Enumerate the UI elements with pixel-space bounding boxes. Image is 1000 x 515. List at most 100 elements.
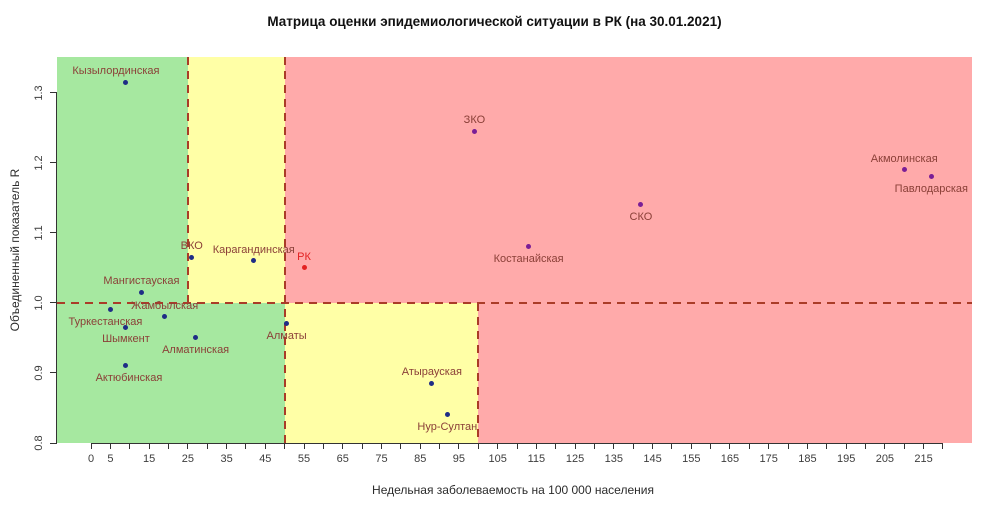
x-tick-label: 155 bbox=[682, 453, 701, 465]
x-tick bbox=[748, 443, 750, 449]
data-point bbox=[928, 174, 934, 180]
x-tick bbox=[865, 443, 866, 449]
x-tick bbox=[923, 443, 925, 449]
point-label: Кызылординская bbox=[72, 65, 160, 78]
data-point bbox=[284, 321, 290, 327]
x-tick bbox=[690, 443, 692, 449]
x-tick bbox=[555, 443, 557, 449]
x-tick-label: 45 bbox=[259, 453, 272, 465]
x-tick-label: 95 bbox=[452, 453, 466, 465]
y-tick-label: 0.9 bbox=[33, 365, 45, 381]
chart-title: Матрица оценки эпидемиологической ситуац… bbox=[267, 14, 722, 29]
x-tick-label: 135 bbox=[604, 453, 623, 465]
x-tick bbox=[632, 443, 634, 449]
x-tick bbox=[884, 443, 886, 449]
point-label: Жамбылская bbox=[131, 299, 199, 312]
point-label: РК bbox=[297, 250, 311, 263]
data-point bbox=[123, 324, 129, 330]
x-tick bbox=[245, 443, 247, 449]
x-tick bbox=[845, 443, 847, 449]
y-tick-label: 1.2 bbox=[33, 155, 45, 171]
x-tick bbox=[710, 443, 712, 449]
y-tick-label: 1.1 bbox=[33, 225, 45, 241]
y-tick bbox=[50, 442, 57, 444]
x-tick-label: 195 bbox=[836, 453, 856, 465]
point-label: СКО bbox=[629, 210, 653, 223]
zone-upper-green bbox=[57, 57, 188, 303]
data-point bbox=[193, 335, 199, 341]
x-tick-label: 185 bbox=[798, 453, 817, 465]
zone-lower-yellow bbox=[284, 302, 479, 443]
x-tick bbox=[806, 443, 808, 449]
point-label: Туркестанская bbox=[68, 315, 143, 328]
point-label: Атырауская bbox=[401, 366, 462, 379]
x-tick bbox=[477, 443, 479, 449]
y-axis-label: Объединенный показатель R bbox=[8, 168, 22, 332]
x-tick bbox=[903, 443, 905, 449]
x-tick-label: 145 bbox=[643, 453, 662, 465]
y-tick-label: 1.3 bbox=[33, 85, 45, 101]
x-tick bbox=[458, 443, 460, 449]
x-tick bbox=[593, 443, 595, 449]
x-tick-label: 175 bbox=[759, 453, 778, 465]
x-tick-label: 25 bbox=[181, 453, 194, 465]
x-tick bbox=[361, 443, 363, 449]
data-point bbox=[251, 258, 257, 264]
x-tick bbox=[342, 443, 344, 449]
point-label: Павлодарская bbox=[894, 182, 968, 195]
x-tick bbox=[942, 443, 944, 449]
x-tick bbox=[768, 443, 770, 449]
x-tick-label: 125 bbox=[565, 453, 585, 465]
y-tick bbox=[50, 232, 57, 234]
y-axis-line bbox=[56, 92, 58, 443]
x-tick bbox=[322, 443, 324, 449]
data-point bbox=[123, 79, 129, 85]
x-tick bbox=[264, 443, 266, 449]
x-tick-label: 115 bbox=[527, 453, 546, 465]
threshold-line-full-50 bbox=[283, 57, 286, 443]
data-point bbox=[638, 202, 644, 208]
point-label: Костанайская bbox=[493, 252, 564, 265]
y-tick-label: 0.8 bbox=[33, 435, 45, 451]
x-tick bbox=[574, 443, 576, 449]
x-tick bbox=[206, 443, 208, 449]
x-tick bbox=[90, 443, 92, 449]
point-label: Шымкент bbox=[102, 333, 150, 346]
x-tick bbox=[109, 443, 111, 449]
x-tick bbox=[400, 443, 402, 449]
threshold-line-horizontal bbox=[57, 301, 972, 304]
x-tick bbox=[613, 443, 615, 449]
x-tick-label: 165 bbox=[720, 453, 740, 465]
threshold-line-lower-100 bbox=[477, 302, 480, 443]
zone-lower-red bbox=[478, 302, 972, 443]
data-point bbox=[189, 254, 195, 260]
x-tick bbox=[284, 443, 286, 449]
x-tick-label: 5 bbox=[107, 453, 114, 465]
x-tick-label: 35 bbox=[220, 453, 233, 465]
zone-upper-red bbox=[284, 57, 972, 303]
data-point bbox=[429, 380, 435, 386]
x-tick-label: 85 bbox=[414, 453, 427, 465]
x-tick-label: 205 bbox=[875, 453, 895, 465]
y-tick bbox=[50, 302, 57, 304]
x-tick-label: 0 bbox=[88, 453, 95, 465]
x-tick bbox=[226, 443, 228, 449]
x-tick bbox=[303, 443, 305, 449]
point-label: Мангистауская bbox=[103, 275, 180, 288]
data-point bbox=[162, 314, 168, 320]
x-tick bbox=[497, 443, 499, 449]
x-tick-label: 75 bbox=[375, 453, 388, 465]
x-tick bbox=[439, 443, 441, 449]
x-tick bbox=[535, 443, 537, 449]
x-tick-label: 215 bbox=[914, 453, 933, 465]
x-tick bbox=[129, 443, 131, 449]
data-point bbox=[901, 167, 907, 173]
x-tick bbox=[652, 443, 654, 449]
point-label: Карагандинская bbox=[212, 243, 295, 256]
x-tick bbox=[380, 443, 382, 449]
x-tick bbox=[671, 443, 673, 449]
x-tick-label: 15 bbox=[143, 453, 156, 465]
point-label: Актюбинская bbox=[95, 371, 163, 384]
x-tick bbox=[826, 443, 828, 449]
y-tick-label: 1.0 bbox=[33, 295, 45, 311]
